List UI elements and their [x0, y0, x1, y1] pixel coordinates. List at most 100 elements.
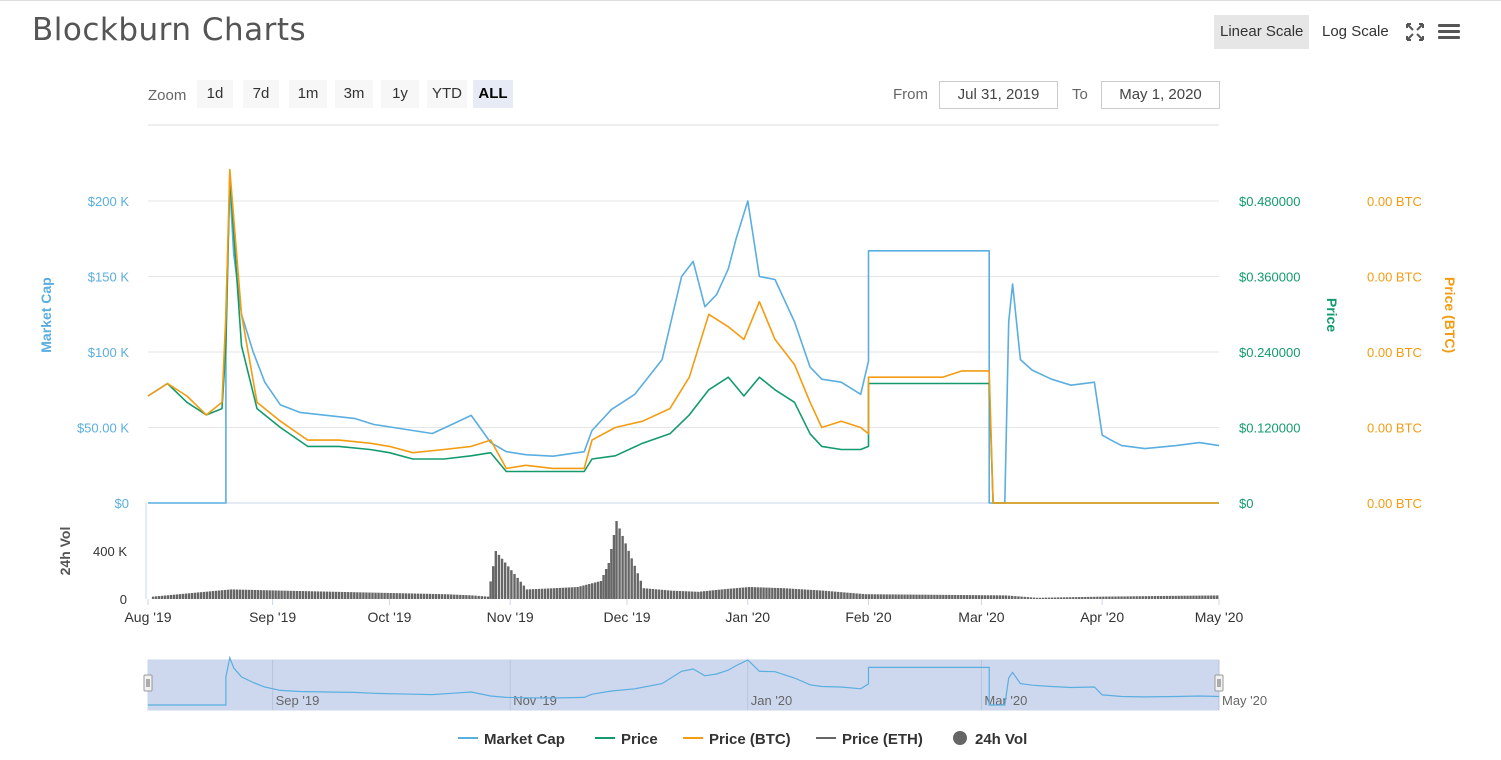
linear-scale-button[interactable]: Linear Scale [1214, 15, 1310, 49]
vol-bar [1207, 595, 1210, 599]
vol-bar [1081, 596, 1084, 599]
vol-bar [960, 595, 963, 599]
vol-bar [154, 596, 158, 599]
legend-market-cap[interactable]: Market Cap [458, 728, 565, 752]
vol-bar [546, 588, 550, 599]
zoom-button-7d[interactable]: 7d [243, 80, 279, 108]
price-btc-axis-title: Price (BTC) [1442, 277, 1458, 353]
vol-bar [615, 521, 618, 599]
vol-bar [657, 589, 661, 599]
vol-bar [172, 594, 176, 599]
vol-bar [1168, 595, 1171, 599]
vol-bar [779, 588, 783, 599]
legend-price-eth[interactable]: Price (ETH) [816, 728, 923, 752]
vol-bar [199, 592, 203, 599]
vol-bar [966, 595, 969, 599]
x-tick-label: Aug '19 [124, 609, 171, 625]
vol-bar [688, 591, 691, 599]
fullscreen-icon[interactable] [1402, 19, 1428, 45]
vol-bar [540, 588, 544, 599]
vol-bar [404, 593, 408, 599]
vol-bar [328, 591, 332, 599]
vol-bar [500, 558, 504, 599]
vol-bar [558, 587, 562, 599]
vol-bar [918, 594, 921, 599]
vol-bar [951, 594, 954, 599]
vol-bar [528, 589, 532, 599]
vol-bar [771, 587, 774, 599]
vol-bar [879, 594, 882, 599]
navigator-left-handle[interactable] [143, 674, 153, 692]
navigator[interactable]: Sep '19 Nov '19 Jan '20 Mar '20 May '20 [143, 655, 1267, 711]
vol-bar [791, 588, 795, 599]
vol-bar [434, 594, 438, 599]
vol-bar [1093, 596, 1096, 599]
zoom-button-all[interactable]: ALL [473, 80, 513, 108]
price-axis-ticks: $0 $0.120000 $0.240000 $0.360000 $0.480000 [1239, 194, 1300, 511]
zoom-button-1d[interactable]: 1d [197, 80, 233, 108]
vol-bar [310, 591, 314, 599]
vol-bar [1007, 595, 1011, 599]
zoom-label: Zoom [148, 87, 187, 104]
vol-bar [782, 588, 786, 599]
vol-bar [1078, 597, 1081, 599]
hamburger-menu-icon[interactable] [1436, 19, 1462, 45]
vol-bar [957, 594, 960, 599]
vol-bar [383, 592, 386, 599]
vol-bar [534, 589, 538, 599]
legend-price[interactable]: Price [595, 728, 658, 752]
vol-bar [256, 590, 259, 599]
vol-bar [694, 591, 697, 599]
from-date-input[interactable]: Jul 31, 2019 [939, 81, 1058, 109]
vol-bar [942, 594, 945, 599]
vol-bar [744, 587, 748, 599]
vol-bar [202, 591, 206, 599]
navigator-right-handle[interactable] [1214, 674, 1224, 692]
vol-bar [247, 589, 251, 599]
legend-price-btc[interactable]: Price (BTC) [683, 728, 791, 752]
zoom-button-3m[interactable]: 3m [335, 80, 373, 108]
legend-24h-vol[interactable]: 24h Vol [953, 728, 1027, 752]
navigator-selection [147, 659, 1220, 711]
vol-bar [900, 594, 903, 599]
vol-bar [726, 588, 729, 599]
vol-bar [1147, 596, 1150, 599]
zoom-button-1m[interactable]: 1m [289, 80, 327, 108]
vol-bar [705, 590, 709, 599]
vol-bar [365, 592, 368, 599]
x-tick-label: Oct '19 [368, 609, 412, 625]
vol-bar [226, 589, 230, 599]
vol-bar [1096, 596, 1099, 599]
vol-bar [974, 595, 978, 599]
vol-bar [642, 588, 646, 599]
top-border [0, 0, 1501, 1]
vol-bar [374, 592, 377, 599]
legend: Market Cap Price Price (BTC) Price (ETH)… [0, 728, 1501, 752]
zoom-button-1y[interactable]: 1y [381, 80, 419, 108]
vol-axis-title: 24h Vol [57, 527, 73, 576]
vol-bar [800, 589, 804, 599]
vol-bar [497, 554, 501, 599]
vol-bar [503, 562, 507, 599]
vol-bar [785, 588, 789, 599]
to-date-input[interactable]: May 1, 2020 [1101, 81, 1220, 109]
log-scale-button[interactable]: Log Scale [1322, 23, 1389, 40]
vol-bar [1201, 595, 1204, 599]
navigator-tick-label: Sep '19 [276, 693, 320, 708]
vol-bar [1126, 596, 1129, 599]
vol-bar [1020, 596, 1023, 599]
vol-bar [593, 582, 597, 599]
vol-bar [1111, 596, 1114, 599]
vol-bar [407, 593, 411, 599]
vol-bar [259, 590, 262, 599]
vol-bar [1171, 595, 1174, 599]
vol-bar [1032, 597, 1036, 599]
vol-bar [864, 594, 867, 599]
vol-bar [894, 594, 897, 599]
vol-bar [289, 590, 292, 599]
vol-bar [550, 588, 553, 599]
x-tick-label: Apr '20 [1080, 609, 1124, 625]
zoom-button-ytd[interactable]: YTD [427, 80, 467, 108]
vol-bar [1075, 597, 1078, 599]
vol-bar [531, 589, 535, 599]
